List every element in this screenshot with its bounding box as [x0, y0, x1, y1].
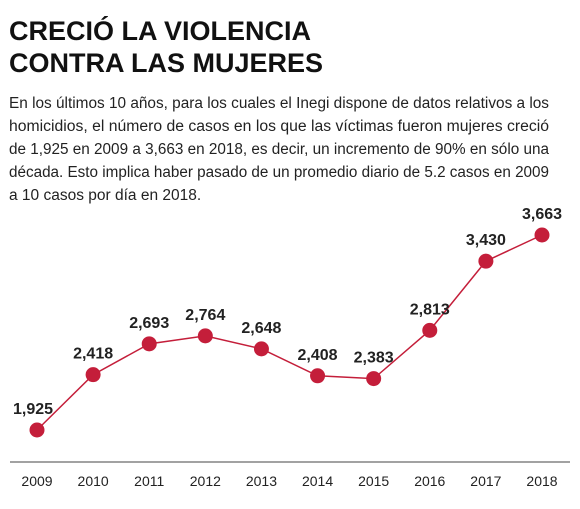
line — [36, 234, 543, 431]
value-label: 2,693 — [129, 315, 169, 332]
x-tick-label: 2011 — [134, 473, 164, 489]
x-tick-label: 2012 — [190, 473, 221, 489]
value-label: 2,383 — [354, 350, 394, 367]
point — [85, 367, 101, 383]
x-tick-label: 2013 — [246, 473, 277, 489]
point — [29, 422, 45, 438]
point — [253, 341, 269, 357]
point — [310, 368, 326, 384]
subtitle-line: de 1,925 en 2009 a 3,663 en 2018, es dec… — [9, 141, 549, 158]
point — [366, 371, 382, 387]
subtitle-line: a 10 casos por día en 2018. — [9, 187, 201, 204]
value-label: 2,648 — [241, 320, 281, 337]
x-tick-label: 2009 — [21, 473, 52, 489]
chart-title: CONTRA LAS MUJERES — [9, 48, 323, 78]
value-label: 3,430 — [466, 232, 506, 249]
x-tick-label: 2016 — [414, 473, 445, 489]
subtitle-line: década. Esto implica haber pasado de un … — [9, 164, 549, 181]
value-label: 3,663 — [522, 206, 562, 223]
subtitle-line: En los últimos 10 años, para los cuales … — [9, 95, 549, 112]
value-label: 2,813 — [410, 301, 450, 318]
x-tick-label: 2018 — [526, 473, 557, 489]
point — [141, 336, 157, 352]
x-tick-label: 2017 — [470, 473, 501, 489]
point — [478, 253, 494, 269]
x-tick-label: 2015 — [358, 473, 389, 489]
value-label: 2,418 — [73, 346, 113, 363]
point — [422, 322, 438, 338]
value-label: 2,764 — [185, 307, 225, 324]
point — [197, 328, 213, 344]
value-label: 1,925 — [13, 401, 53, 418]
x-tick-label: 2010 — [78, 473, 109, 489]
value-label: 2,408 — [298, 347, 338, 364]
chart-title: CRECIÓ LA VIOLENCIA — [9, 15, 311, 46]
point — [534, 227, 550, 243]
x-tick-label: 2014 — [302, 473, 333, 489]
subtitle-line: homicidios, el número de casos en los qu… — [9, 118, 549, 135]
